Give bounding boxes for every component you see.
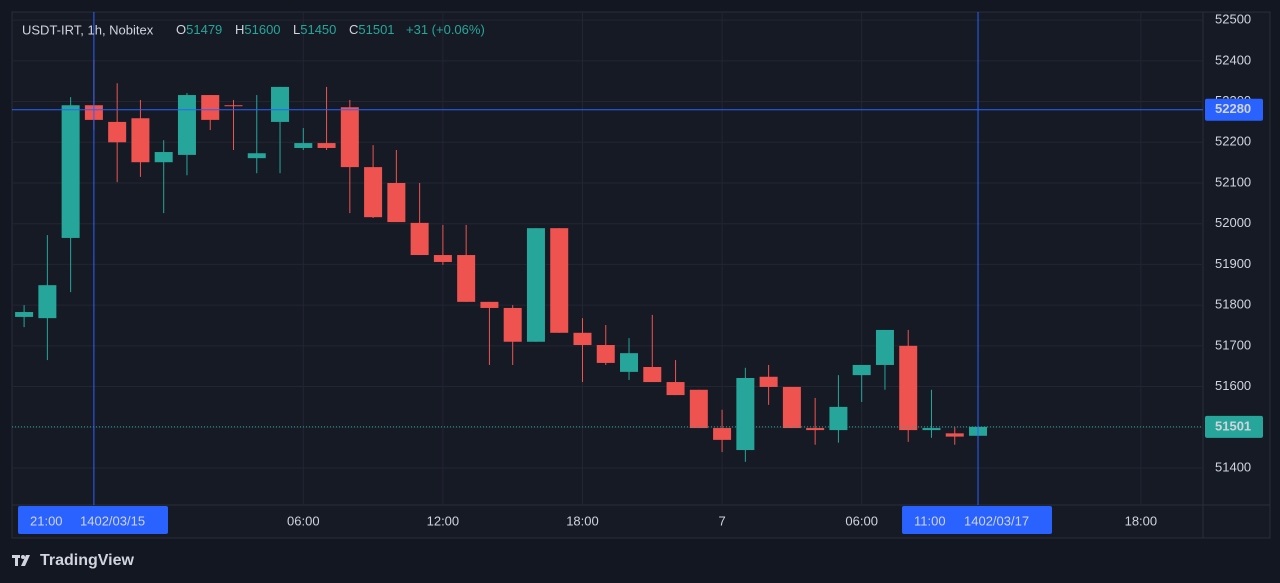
candle-body — [294, 143, 313, 148]
candle-body — [201, 95, 220, 120]
candle-body — [573, 332, 592, 346]
candle-body — [736, 377, 755, 451]
candle-body — [620, 353, 639, 372]
candle-body — [550, 228, 569, 333]
crosshair-time-box — [18, 506, 168, 534]
y-tick-label: 52000 — [1215, 215, 1251, 230]
ohlc-legend: O51479 H51600 L51450 C51501 +31 (+0.06%) — [176, 22, 485, 37]
candle-body — [154, 152, 173, 163]
candle-body — [108, 121, 127, 143]
x-tick-label: 18:00 — [1125, 513, 1158, 528]
x-tick-label: 06:00 — [287, 513, 320, 528]
candle-body — [387, 182, 406, 223]
candle-body — [224, 105, 243, 107]
candle-body — [596, 345, 615, 363]
candle-body — [480, 301, 499, 308]
candle-body — [247, 153, 266, 159]
crosshair-time: 11:00 — [914, 513, 946, 528]
y-tick-label: 52200 — [1215, 134, 1251, 149]
candle-body — [61, 105, 80, 238]
y-tick-label: 52500 — [1215, 12, 1251, 27]
chart-title: USDT-IRT, 1h, Nobitex — [22, 22, 154, 37]
y-tick-label: 52100 — [1215, 174, 1251, 189]
footer-brand: TradingView — [40, 552, 135, 569]
candle-body — [271, 86, 290, 122]
candle-body — [945, 433, 964, 437]
candle-body — [364, 167, 383, 218]
candle-body — [526, 228, 545, 342]
ohlc-label: L — [293, 22, 300, 37]
candle-body — [782, 386, 801, 429]
candle-body — [806, 428, 825, 431]
x-tick-label: 18:00 — [566, 513, 599, 528]
x-tick-label: 06:00 — [845, 513, 878, 528]
candle-body — [899, 345, 918, 431]
x-tick-label: 12:00 — [427, 513, 460, 528]
ohlc-value: 51450 — [300, 22, 336, 37]
last-price-box — [1205, 415, 1263, 438]
y-tick-label: 51800 — [1215, 297, 1251, 312]
candle-body — [340, 107, 359, 168]
ohlc-change: +31 (+0.06%) — [406, 22, 485, 37]
y-tick-label: 51600 — [1215, 378, 1251, 393]
candle-body — [875, 329, 894, 365]
candle-body — [643, 366, 662, 383]
candle-body — [503, 307, 522, 342]
candle-body — [15, 312, 34, 317]
candle-body — [689, 389, 708, 429]
candle-body — [38, 285, 57, 319]
candle-body — [666, 382, 685, 396]
candle-body — [457, 255, 476, 302]
candle-body — [852, 364, 871, 376]
candle-body — [410, 222, 429, 256]
crosshair-time-box — [902, 506, 1053, 534]
ohlc-label: H — [235, 22, 244, 37]
candle-body — [759, 376, 778, 387]
y-tick-label: 51400 — [1215, 459, 1251, 474]
ohlc-label: C — [349, 22, 358, 37]
y-tick-label: 51700 — [1215, 337, 1251, 352]
candle-body — [131, 118, 150, 163]
candle-body — [177, 95, 196, 155]
ohlc-label: O — [176, 22, 186, 37]
candle-body — [922, 428, 941, 431]
crosshair-date: 1402/03/17 — [964, 513, 1029, 528]
crosshair-price-label: 52280 — [1215, 101, 1251, 116]
ohlc-value: 51600 — [244, 22, 280, 37]
last-price-label: 51501 — [1215, 418, 1251, 433]
candle-body — [713, 428, 732, 440]
ohlc-value: 51479 — [186, 22, 222, 37]
ohlc-value: 51501 — [358, 22, 394, 37]
tv-logo — [12, 555, 30, 566]
candle-body — [317, 143, 336, 148]
crosshair-time: 21:00 — [30, 513, 63, 528]
chart-frame — [11, 11, 1271, 539]
candle-body — [829, 406, 848, 431]
y-tick-label: 52400 — [1215, 52, 1251, 67]
crosshair-price-box — [1205, 98, 1263, 121]
y-tick-label: 51900 — [1215, 256, 1251, 271]
x-tick-label: 7 — [718, 513, 725, 528]
crosshair-date: 1402/03/15 — [80, 513, 145, 528]
candle-body — [433, 255, 452, 262]
